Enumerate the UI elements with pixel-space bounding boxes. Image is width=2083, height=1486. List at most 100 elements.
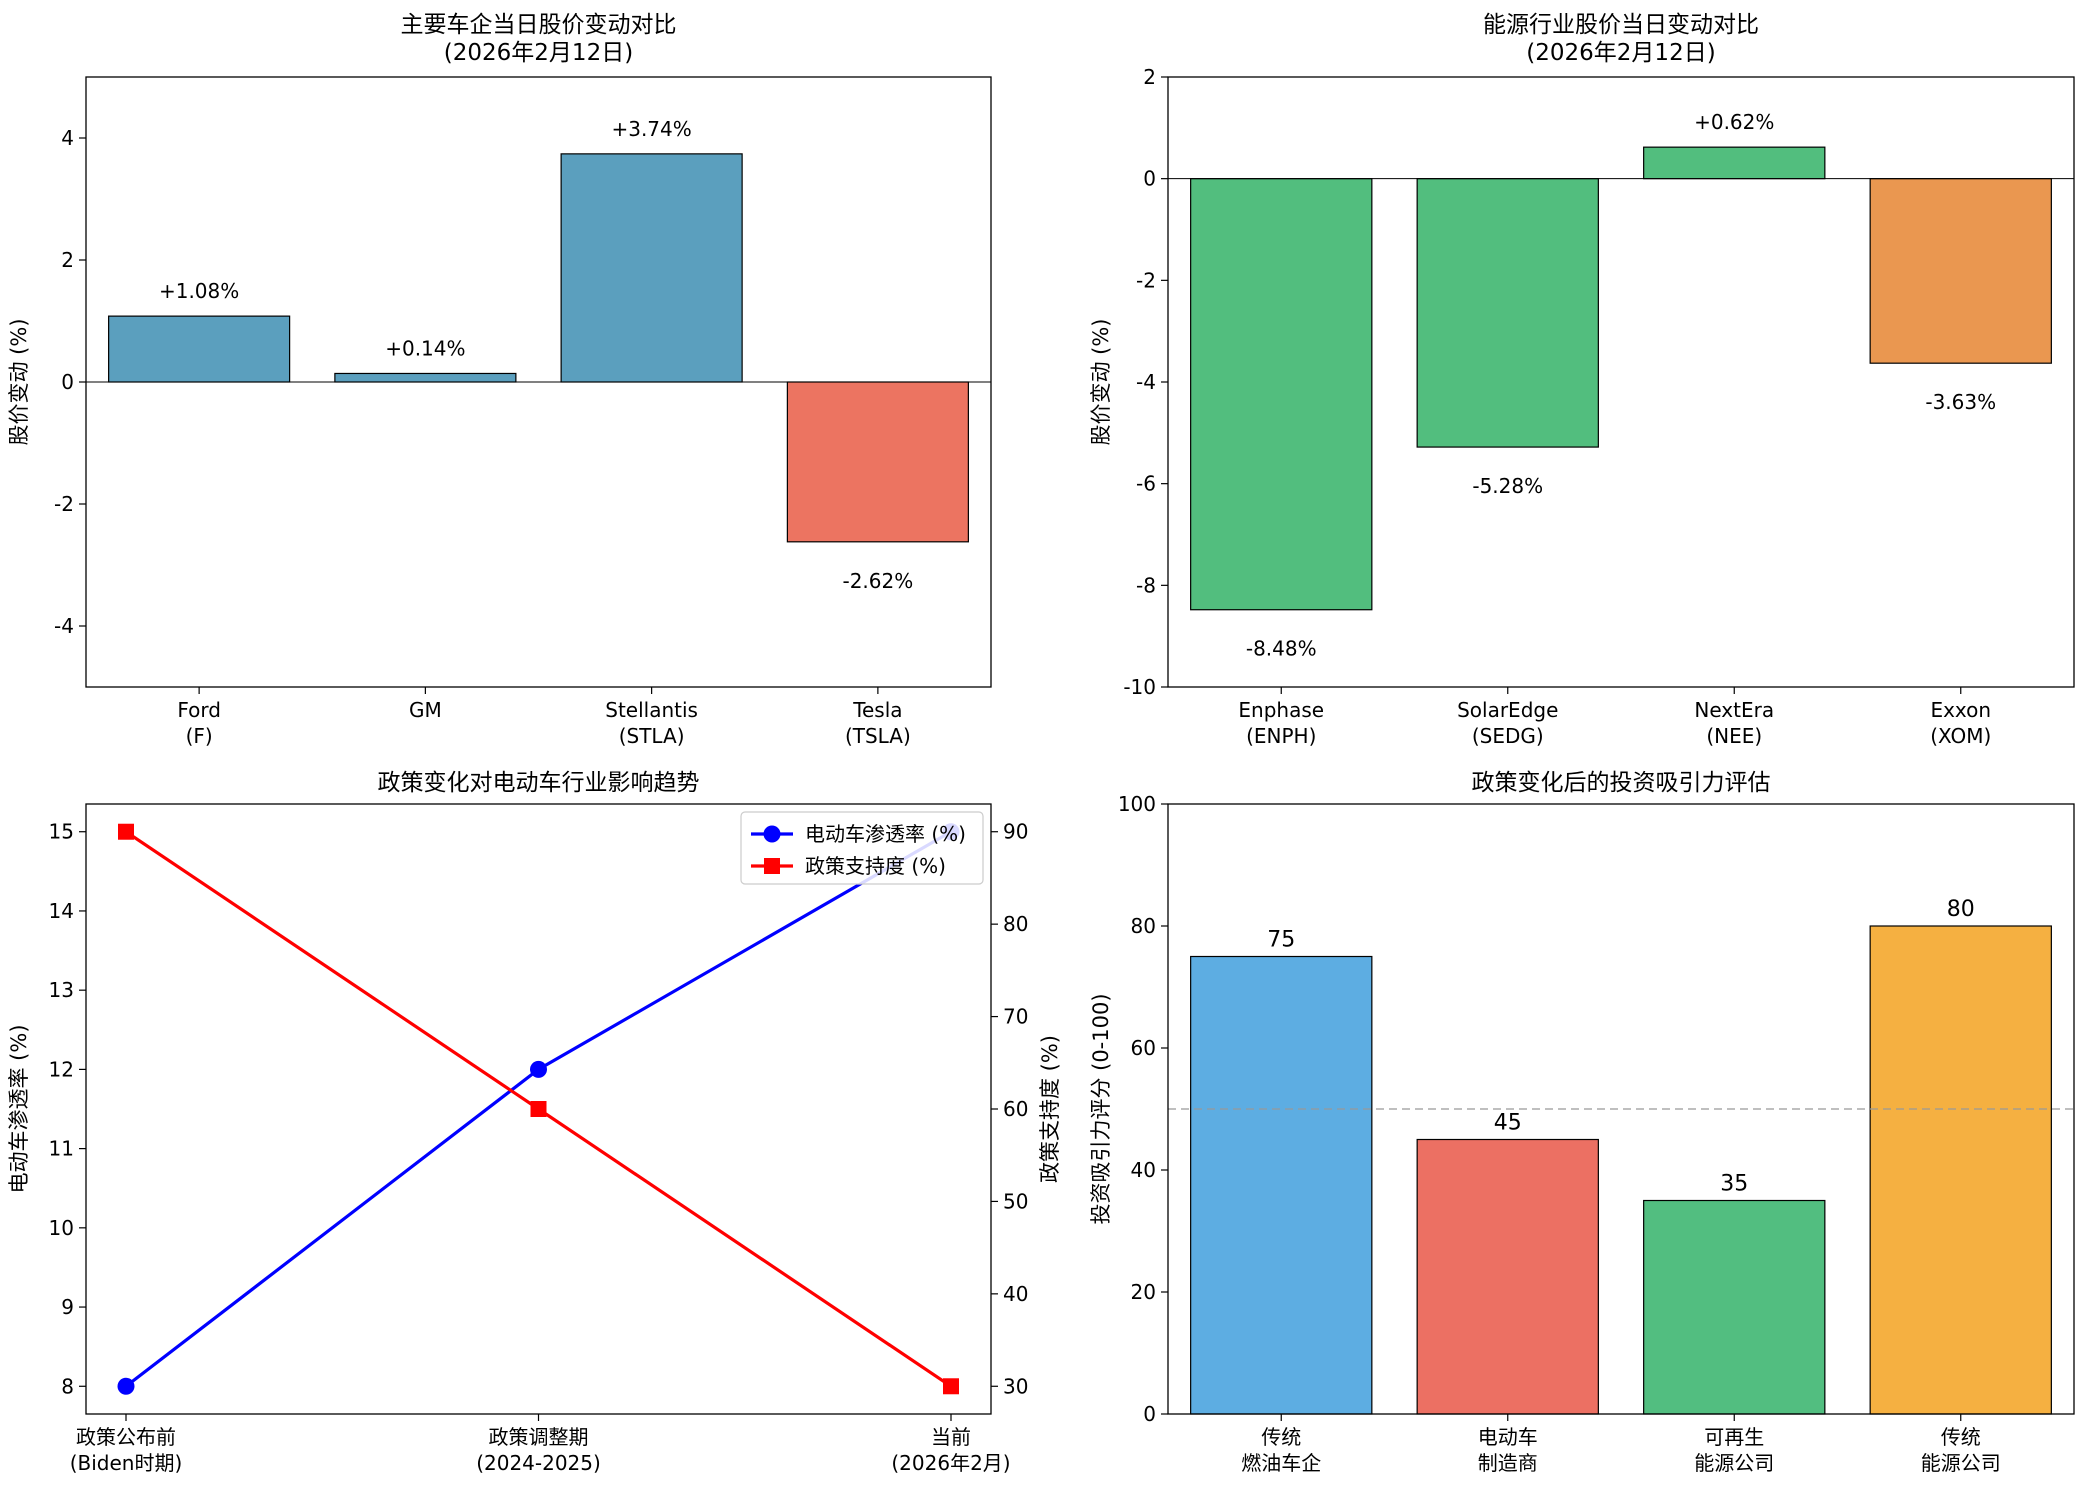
- bar-4: [786, 381, 969, 543]
- x-tick-label: 当前: [931, 1425, 971, 1449]
- chart-panel-4: 75453580020406080100传统燃油车企电动车制造商可再生能源公司传…: [1089, 770, 2075, 1475]
- chart-subtitle: (2026年2月12日): [1526, 40, 1715, 66]
- x-tick-label: Enphase: [1238, 698, 1324, 722]
- x-tick-label: GM: [409, 698, 442, 722]
- y-tick-label-right: 90: [1003, 820, 1028, 844]
- legend-box: [740, 811, 984, 885]
- legend-label-1: 电动车渗透率 (%): [805, 822, 966, 846]
- x-tick-label: Tesla: [852, 698, 902, 722]
- x-tick-label: 可再生: [1704, 1425, 1764, 1449]
- bar-1: [108, 315, 291, 383]
- y-tick-label-right: 50: [1003, 1189, 1028, 1213]
- x-tick-label: 电动车: [1478, 1425, 1538, 1449]
- bar-3: [560, 153, 743, 383]
- chart-title: 政策变化后的投资吸引力评估: [1472, 770, 1771, 796]
- plot-frame: [1167, 803, 2075, 1415]
- x-tick-label: SolarEdge: [1457, 698, 1558, 722]
- point-s2-3: [943, 1378, 959, 1395]
- data-label-1: 75: [1267, 928, 1295, 953]
- bar-1: [1190, 955, 1373, 1415]
- y-tick-label: 60: [1131, 1036, 1156, 1060]
- x-tick-label-sub: 燃油车企: [1241, 1451, 1321, 1475]
- y-tick-label-right: 60: [1003, 1097, 1028, 1121]
- legend-marker-1: [763, 825, 781, 843]
- x-tick-label-sub: 能源公司: [1921, 1451, 2001, 1475]
- y-tick-label: 80: [1131, 914, 1156, 938]
- y-tick-label: 0: [1143, 1402, 1156, 1426]
- bar-4: [1869, 178, 2052, 364]
- chart-panel-2: -8.48% -5.28% +0.62% -3.63% -10 -8 -6 -4 -2 0 2 Enp…: [1089, 12, 2075, 748]
- data-label-4: 80: [1947, 897, 1975, 922]
- bar-3: [1643, 1199, 1826, 1415]
- y-tick-label-left: 10: [49, 1216, 74, 1240]
- x-tick-label: 传统: [1941, 1425, 1981, 1449]
- y-tick-label: 40: [1131, 1158, 1156, 1182]
- y-tick-label-left: 9: [61, 1295, 74, 1319]
- data-label-3: 35: [1720, 1172, 1748, 1197]
- x-tick-label: Stellantis: [605, 698, 698, 722]
- bar-2: [334, 372, 517, 383]
- chart-subtitle: (2026年2月12日): [444, 40, 633, 66]
- chart-panel-3: 8 9 10 11 12 13 14 15 30 40 50 60 70 80 90 政策公布前(Biden时…: [7, 770, 1062, 1475]
- data-label-4: -2.62%: [842, 569, 913, 593]
- x-tick-label: Exxon: [1930, 698, 1991, 722]
- y-axis-label-right: 政策支持度 (%): [1038, 1035, 1062, 1183]
- point-s2-1: [118, 823, 134, 840]
- y-tick-label: 0: [61, 370, 74, 394]
- x-tick-label: Ford: [177, 698, 221, 722]
- x-tick-label-sub: (SEDG): [1472, 724, 1544, 748]
- x-tick-label-sub: (Biden时期): [70, 1451, 183, 1475]
- y-tick-label: 2: [61, 248, 74, 272]
- legend-marker-2: [764, 858, 780, 874]
- y-tick-label-right: 80: [1003, 912, 1028, 936]
- x-tick-label-sub: 制造商: [1478, 1451, 1538, 1475]
- x-tick-label-sub: (2024-2025): [476, 1451, 601, 1475]
- y-tick-label: -4: [1136, 370, 1156, 394]
- y-tick-label: 4: [61, 126, 74, 150]
- x-tick-label-sub: (2026年2月): [891, 1451, 1010, 1475]
- y-tick-label-left: 12: [49, 1057, 74, 1081]
- data-label-4: -3.63%: [1925, 390, 1996, 414]
- chart-title: 能源行业股价当日变动对比: [1483, 12, 1759, 38]
- y-tick-label: -2: [54, 492, 74, 516]
- data-label-1: +1.08%: [159, 279, 239, 303]
- y-tick-label-left: 11: [49, 1137, 74, 1161]
- point-s1-2: [530, 1060, 547, 1078]
- bar-4: [1869, 925, 2052, 1415]
- bar-2: [1416, 178, 1599, 448]
- y-axis-label: 股价变动 (%): [7, 318, 31, 445]
- y-tick-label-right: 30: [1003, 1374, 1028, 1398]
- x-tick-label: 政策公布前: [76, 1425, 176, 1449]
- y-tick-label-right: 70: [1003, 1005, 1028, 1029]
- y-tick-label: 0: [1143, 167, 1156, 191]
- x-tick-label-sub: 能源公司: [1694, 1451, 1774, 1475]
- x-tick-label-sub: (XOM): [1930, 724, 1991, 748]
- chart-title: 政策变化对电动车行业影响趋势: [378, 770, 700, 796]
- x-tick-label: 传统: [1261, 1425, 1301, 1449]
- data-label-2: 45: [1494, 1111, 1522, 1136]
- y-tick-label-left: 14: [49, 899, 74, 923]
- data-label-3: +3.74%: [611, 117, 691, 141]
- y-tick-label: 100: [1118, 792, 1156, 816]
- y-tick-label-left: 13: [49, 978, 74, 1002]
- y-axis-label-left: 电动车渗透率 (%): [7, 1024, 31, 1193]
- data-label-2: -5.28%: [1472, 474, 1543, 498]
- bar-3: [1643, 146, 1826, 180]
- point-s1-1: [117, 1377, 135, 1395]
- data-label-3: +0.62%: [1694, 110, 1774, 134]
- y-tick-label-left: 8: [61, 1374, 74, 1398]
- y-axis-label: 股价变动 (%): [1089, 318, 1113, 445]
- x-tick-label-sub: (ENPH): [1246, 724, 1316, 748]
- x-tick-label: 政策调整期: [489, 1425, 589, 1449]
- data-label-1: -8.48%: [1246, 637, 1317, 661]
- y-tick-label: 20: [1131, 1280, 1156, 1304]
- y-tick-label: 2: [1143, 65, 1156, 89]
- y-tick-label: -8: [1136, 573, 1156, 597]
- chart-title: 主要车企当日股价变动对比: [401, 12, 677, 38]
- y-tick-label: -2: [1136, 268, 1156, 292]
- point-s2-2: [530, 1101, 547, 1117]
- x-tick-label-sub: (NEE): [1706, 724, 1762, 748]
- y-tick-label: -10: [1123, 675, 1156, 699]
- y-axis-label: 投资吸引力评分 (0-100): [1089, 993, 1113, 1224]
